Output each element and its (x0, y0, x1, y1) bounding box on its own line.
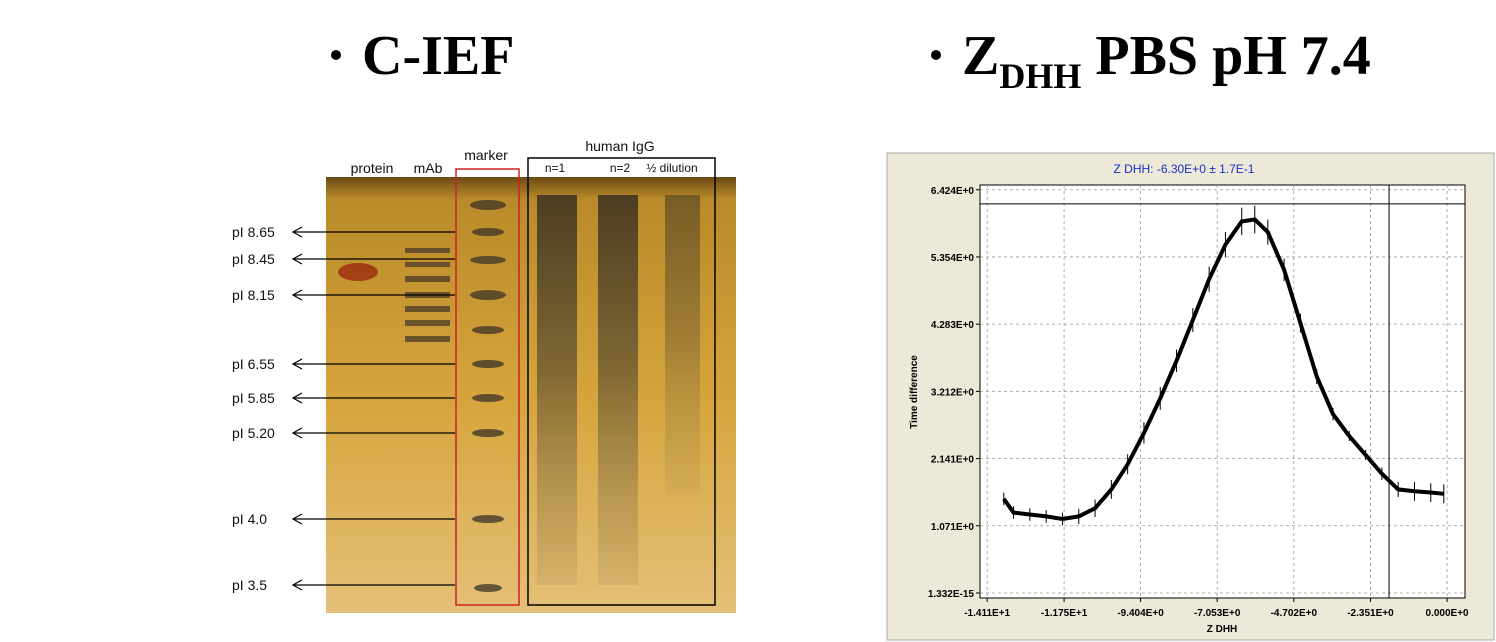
x-tick-label: -7.053E+0 (1194, 608, 1241, 619)
chart-title: Z DHH: -6.30E+0 ± 1.7E-1 (1114, 162, 1255, 176)
arrow-head (291, 579, 303, 591)
pi-label: pI 8.15 (232, 287, 275, 303)
pi-label: pI 8.65 (232, 224, 275, 240)
y-axis-label: Time difference (909, 355, 920, 429)
left-title: C-IEF (362, 25, 514, 87)
pi-label: pI 4.0 (232, 511, 267, 527)
x-tick-label: -1.175E+1 (1041, 608, 1088, 619)
pi-label: pI 5.85 (232, 390, 275, 406)
y-tick-label: 3.212E+0 (931, 387, 975, 398)
lane-label: n=1 (545, 161, 566, 175)
title-main: Z (962, 25, 999, 87)
x-tick-label: 0.000E+0 (1426, 608, 1470, 619)
pi-label: pI 6.55 (232, 356, 275, 372)
bullet (331, 50, 341, 60)
arrow-head (291, 289, 303, 301)
x-tick-label: -1.411E+1 (964, 608, 1010, 619)
arrow-head (291, 253, 303, 265)
x-axis-label: Z DHH (1207, 624, 1238, 635)
arrow-head (291, 226, 303, 238)
title-subscript: DHH (999, 56, 1081, 96)
arrow-head (291, 358, 303, 370)
bullet (931, 50, 941, 60)
lane-label: protein (351, 160, 394, 176)
pi-label: pI 8.45 (232, 251, 275, 267)
lane-label: mAb (414, 160, 443, 176)
pi-label: pI 3.5 (232, 577, 267, 593)
y-tick-label: 1.332E-15 (928, 589, 975, 600)
lane-label: marker (464, 147, 508, 163)
arrow-head (291, 427, 303, 439)
x-tick-label: -9.404E+0 (1117, 608, 1164, 619)
y-tick-label: 4.283E+0 (931, 320, 975, 331)
y-tick-label: 6.424E+0 (931, 186, 975, 197)
gel-image (326, 177, 736, 613)
marker-box (455, 168, 520, 606)
right-title: ZDHH PBS pH 7.4 (962, 25, 1371, 96)
group-label: human IgG (585, 138, 654, 154)
lane-label: ½ dilution (646, 161, 697, 175)
chart: 1.332E-15 1.071E+0 2.141E+0 3.212E+0 4.283E+… (928, 185, 1469, 619)
x-tick-label: -4.702E+0 (1271, 608, 1318, 619)
y-tick-label: 5.354E+0 (931, 253, 975, 264)
lane-label: n=2 (610, 161, 631, 175)
pi-label: pI 5.20 (232, 425, 275, 441)
title-rest: PBS pH 7.4 (1081, 25, 1370, 87)
pi-labels: pI 8.65 pI 8.45 pI 8.15 pI 6.55 pI 5.85 pI 5.… (232, 224, 455, 593)
arrow-head (291, 392, 303, 404)
x-tick-label: -2.351E+0 (1347, 608, 1394, 619)
y-tick-label: 2.141E+0 (931, 455, 975, 466)
data-line (1002, 217, 1445, 521)
igg-box (527, 157, 716, 606)
arrow-head (291, 513, 303, 525)
y-tick-label: 1.071E+0 (931, 522, 975, 533)
